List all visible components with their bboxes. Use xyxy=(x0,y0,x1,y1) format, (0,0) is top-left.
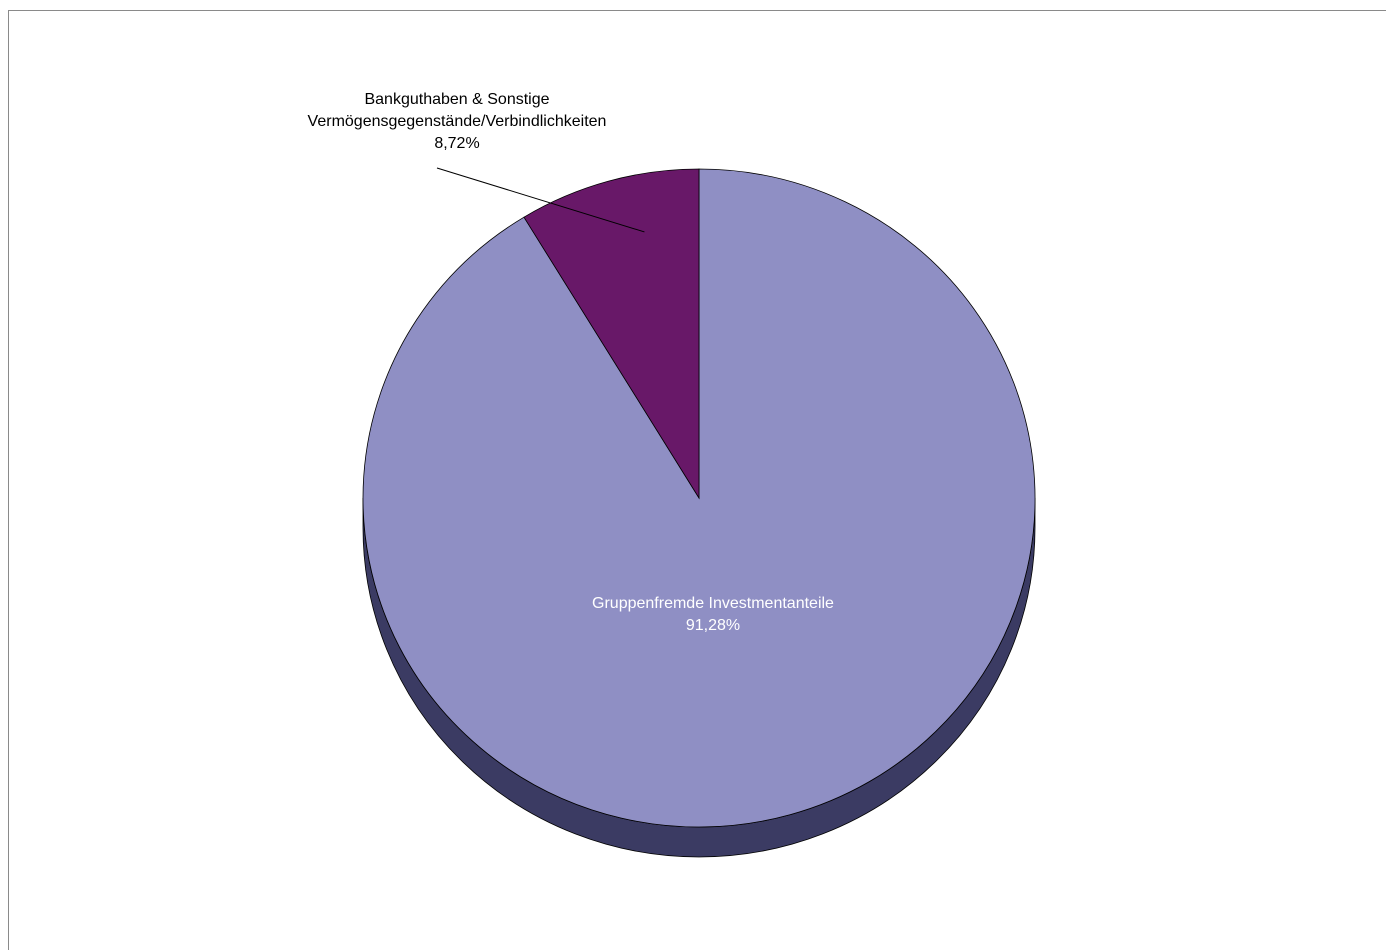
leader-lines xyxy=(436,167,645,233)
chart-frame xyxy=(8,10,1386,950)
slice-label-0: Gruppenfremde Investmentanteile 91,28% xyxy=(592,595,834,634)
leader-line-1 xyxy=(436,167,645,233)
pie-slices xyxy=(362,168,1036,828)
slice-labels: Gruppenfremde Investmentanteile 91,28% Ban… xyxy=(308,91,835,634)
slice-label-1: Bankguthaben & Sonstige Vermögensgegenstä… xyxy=(308,91,607,152)
pie-slice-1 xyxy=(523,168,700,500)
